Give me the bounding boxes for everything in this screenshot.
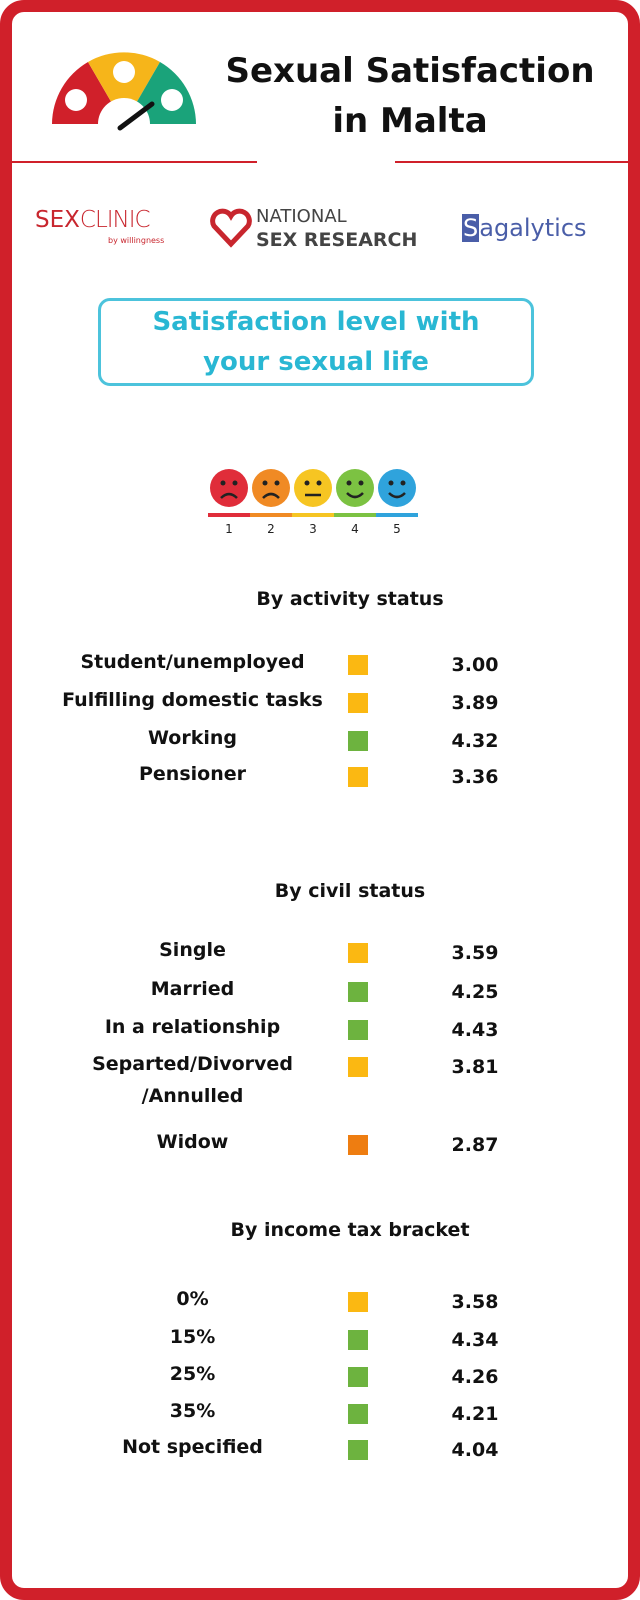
color-square	[348, 982, 368, 1002]
row-value: 3.89	[451, 692, 499, 714]
row-value: 4.43	[451, 1019, 499, 1041]
color-square	[348, 1440, 368, 1460]
section-heading: By activity status	[256, 588, 444, 610]
color-square	[348, 731, 368, 751]
row-label: Pensioner	[139, 763, 246, 785]
row-value: 2.87	[451, 1134, 499, 1156]
satisfaction-scale: 1 2 3 4 5	[208, 468, 420, 538]
row-label: Married	[150, 978, 235, 1000]
row-value: 3.36	[451, 766, 499, 788]
row-value: 4.26	[451, 1366, 499, 1388]
color-square	[348, 1330, 368, 1350]
row-label: Separted/Divorved /Annulled	[92, 1053, 293, 1107]
divider	[395, 161, 628, 163]
color-square	[348, 1292, 368, 1312]
logo-text: by willingness	[108, 236, 165, 245]
logo-text: agalytics	[479, 214, 587, 242]
row-label: Not specified	[122, 1436, 263, 1458]
gauge-icon	[52, 52, 196, 134]
row-label: 15%	[169, 1326, 216, 1348]
divider	[12, 161, 257, 163]
logo-text: SEX	[35, 207, 80, 233]
scale-label: 4	[351, 522, 359, 536]
row-label: Student/unemployed	[80, 651, 305, 673]
color-square	[348, 1135, 368, 1155]
logo-sagalytics: Sagalytics	[462, 214, 587, 242]
logo-heart	[210, 208, 252, 248]
row-value: 3.59	[451, 942, 499, 964]
logo-text: S	[462, 214, 480, 242]
logo-text: SEX RESEARCH	[256, 229, 418, 251]
scale-faces	[208, 469, 418, 517]
scale-label: 1	[225, 522, 233, 536]
row-label: Single	[159, 939, 226, 961]
row-label: Fulfilling domestic tasks	[62, 689, 323, 711]
section-heading: By income tax bracket	[230, 1219, 470, 1241]
row-label: 25%	[169, 1363, 216, 1385]
question-box: Satisfaction level with your sexual life	[98, 298, 534, 386]
section-heading: By civil status	[274, 880, 426, 902]
row-value: 3.58	[451, 1291, 499, 1313]
row-label: In a relationship	[104, 1016, 281, 1038]
title: Sexual Satisfaction in Malta	[225, 51, 595, 141]
color-square	[348, 1404, 368, 1424]
row-value: 3.00	[451, 654, 499, 676]
scale-label: 5	[393, 522, 401, 536]
row-value: 4.34	[451, 1329, 499, 1351]
color-square	[348, 693, 368, 713]
logo-text: CLINIC	[79, 207, 151, 233]
logo-sexclinic: SEXCLINIC	[35, 207, 151, 233]
row-value: 4.25	[451, 981, 499, 1003]
color-square	[348, 943, 368, 963]
row-label: 35%	[169, 1400, 216, 1422]
color-square	[348, 767, 368, 787]
row-value: 3.81	[451, 1056, 499, 1078]
color-square	[348, 1057, 368, 1077]
row-value: 4.21	[451, 1403, 499, 1425]
logo-text: NATIONAL	[256, 206, 347, 227]
color-square	[348, 1020, 368, 1040]
row-label: 0%	[176, 1288, 209, 1310]
row-label: Working	[148, 727, 237, 749]
row-value: 4.32	[451, 730, 499, 752]
color-square	[348, 655, 368, 675]
scale-label: 3	[309, 522, 317, 536]
row-value: 4.04	[451, 1439, 499, 1461]
color-square	[348, 1367, 368, 1387]
scale-label: 2	[267, 522, 275, 536]
row-label: Widow	[156, 1131, 229, 1153]
